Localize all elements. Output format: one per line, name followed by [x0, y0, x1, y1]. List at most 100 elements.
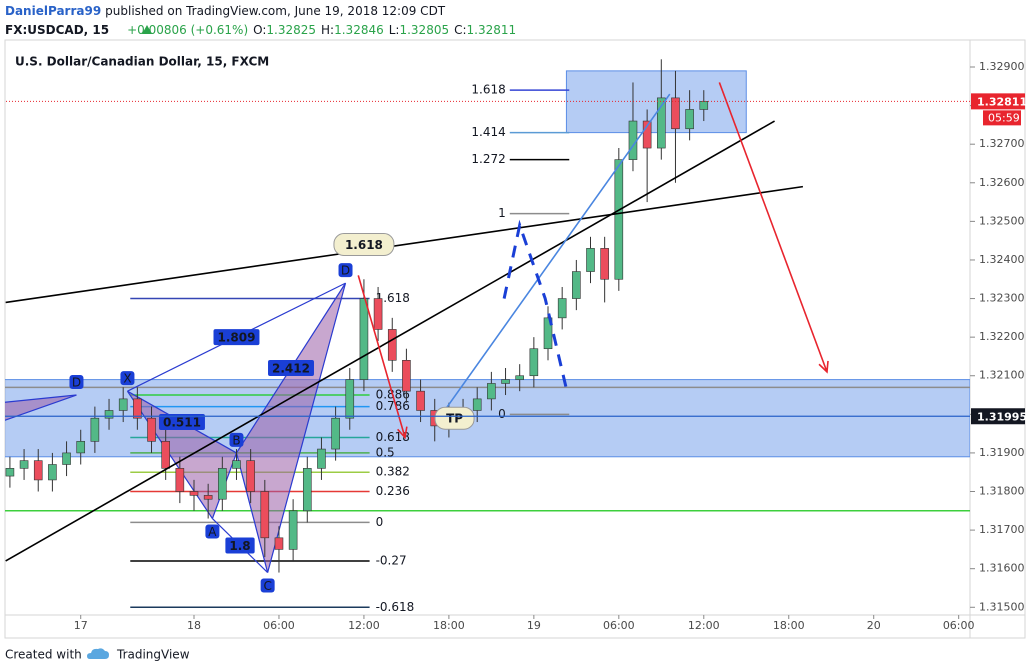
point-label-bg	[260, 578, 275, 593]
candle-body	[628, 120, 638, 160]
ratio-label: 1.8	[229, 539, 250, 553]
candle-body	[317, 448, 326, 469]
point-label: X	[123, 372, 131, 386]
fib-label: 0	[498, 407, 506, 421]
trend-line	[5, 185, 804, 304]
candle-body	[572, 271, 581, 299]
o-value: 1.32825	[266, 23, 316, 37]
fib-label: 0.382	[376, 465, 410, 479]
candle-body	[472, 398, 482, 411]
change: +0.00806 (+0.61%)	[127, 23, 248, 37]
y-tick-label: 1.31600	[979, 562, 1025, 575]
pattern-leg	[5, 394, 77, 403]
y-tick-label: 1.31900	[979, 446, 1025, 459]
candle-body	[529, 348, 539, 377]
callout-bg	[333, 233, 395, 257]
candle-body	[161, 441, 170, 469]
candle-body	[656, 97, 666, 149]
candle-body	[48, 464, 57, 481]
quote-line: FX:USDCAD, 15 +0.00806 (+0.61%) O:1.32825 H…	[5, 23, 516, 37]
fib-label: 1.414	[471, 125, 505, 139]
published: published on TradingView.com, June 19, 2…	[105, 4, 446, 18]
x-tick-label: 18:00	[433, 619, 465, 632]
y-tick-label: 1.32500	[979, 214, 1025, 227]
candle-body	[345, 379, 355, 419]
ratio-label: 0.511	[163, 416, 201, 430]
x-tick-label: 12:00	[688, 619, 720, 632]
candle-body	[543, 317, 553, 350]
x-tick-label: 17	[74, 619, 88, 632]
ratio-label: 2.412	[272, 362, 310, 376]
candle-body	[232, 460, 241, 469]
y-tick-label: 1.31500	[979, 600, 1025, 613]
candle-body	[19, 460, 29, 469]
candle-body	[62, 452, 71, 465]
candle-body	[515, 375, 524, 380]
fib-label: -0.27	[376, 553, 407, 567]
candle-body	[5, 468, 15, 477]
fib-label: 0	[376, 515, 384, 529]
pattern-leg	[5, 394, 77, 421]
ratio-label-bg	[158, 414, 205, 431]
y-tick-label: 1.32600	[979, 176, 1025, 189]
callout-bg	[434, 406, 475, 430]
fib-label: 1.272	[471, 152, 505, 166]
x-tick-label: 18	[187, 619, 201, 632]
candle-body	[685, 109, 694, 130]
candle-body	[302, 468, 312, 512]
header-line: DanielParra99 published on TradingView.co…	[5, 4, 446, 18]
l-value: 1.32805	[399, 23, 449, 37]
h-value: 1.32846	[334, 23, 384, 37]
callout-text: 1.618	[345, 238, 383, 252]
x-tick-label: 18:00	[773, 619, 805, 632]
candle-body	[501, 379, 510, 384]
zone	[565, 70, 747, 134]
callout-text: TP	[446, 412, 463, 426]
arrow-head	[818, 360, 829, 374]
cursor-badge	[971, 408, 1025, 425]
candle-body	[189, 491, 199, 496]
x-tick-label: 06:00	[263, 619, 295, 632]
last-price-badge	[971, 93, 1025, 110]
y-tick-label: 1.31700	[979, 523, 1025, 536]
fib-label: 1.618	[471, 83, 505, 97]
candle-body	[600, 248, 609, 280]
candle-body	[288, 510, 298, 550]
fib-label: 1	[498, 206, 506, 220]
candle-body	[614, 159, 624, 280]
footer-brand[interactable]: TradingView	[116, 648, 190, 662]
candle-body	[203, 495, 213, 500]
candle-body	[671, 97, 680, 130]
author[interactable]: DanielParra99	[5, 4, 101, 18]
countdown-label: 05:59	[988, 111, 1020, 124]
candle-body	[118, 398, 128, 411]
h-label: H:	[321, 23, 334, 37]
candle-body	[557, 298, 567, 319]
candle-body	[402, 360, 411, 392]
candle-body	[387, 329, 397, 361]
y-tick-label: 1.32200	[979, 330, 1025, 343]
y-tick-label: 1.32400	[979, 253, 1025, 266]
point-label: B	[232, 433, 240, 447]
candle-body	[274, 537, 284, 550]
fib-label: 1.618	[376, 291, 410, 305]
ratio-label-bg	[268, 360, 314, 377]
y-tick-label: 1.32300	[979, 292, 1025, 305]
candle-body	[218, 468, 227, 500]
pattern-fill	[5, 395, 77, 421]
c-label: C:	[454, 23, 466, 37]
point-label: D	[341, 264, 350, 278]
chart-legend: U.S. Dollar/Canadian Dollar, 15, FXCM	[15, 55, 269, 69]
last-price-label: 1.32811	[977, 95, 1027, 108]
point-label-bg	[338, 263, 353, 278]
candle-body	[246, 460, 255, 492]
plot-area: 1.6180.8860.7860.6180.50.3820.2360-0.27-…	[5, 59, 970, 614]
y-tick-label: 1.31800	[979, 485, 1025, 498]
candle-body	[260, 491, 270, 539]
candle-body	[416, 390, 425, 411]
arrow	[357, 275, 406, 438]
chart-frame	[4, 39, 1026, 639]
point-label-bg	[120, 371, 135, 386]
axes: 1.315001.316001.317001.318001.319001.320…	[74, 60, 1027, 632]
point-label-bg	[69, 375, 84, 390]
